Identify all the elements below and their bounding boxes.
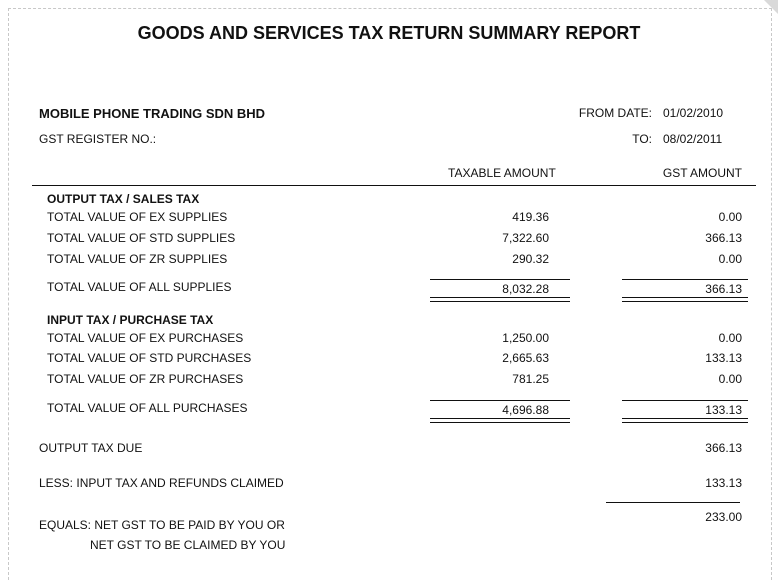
- output-row-taxable: 290.32: [512, 252, 549, 266]
- output-taxable-rule: [430, 279, 570, 280]
- input-taxable-double-rule: [430, 418, 570, 423]
- output-row-gst: 366.13: [705, 231, 742, 245]
- output-total-label: TOTAL VALUE OF ALL SUPPLIES: [47, 280, 232, 294]
- output-section-heading: OUTPUT TAX / SALES TAX: [47, 192, 200, 206]
- output-row-label: TOTAL VALUE OF EX SUPPLIES: [47, 210, 228, 224]
- input-row-taxable: 781.25: [512, 372, 549, 386]
- input-row-label: TOTAL VALUE OF EX PURCHASES: [47, 331, 244, 345]
- input-row-label: TOTAL VALUE OF STD PURCHASES: [47, 351, 252, 365]
- from-date-value: 01/02/2010: [663, 106, 724, 120]
- input-total-label: TOTAL VALUE OF ALL PURCHASES: [47, 401, 248, 415]
- less-input-tax-value: 133.13: [705, 476, 742, 490]
- input-row-gst: 0.00: [718, 372, 742, 386]
- input-row-taxable: 1,250.00: [502, 331, 549, 345]
- col-header-taxable: TAXABLE AMOUNT: [448, 166, 556, 180]
- input-gst-double-rule: [622, 418, 748, 423]
- equals-label-line1: EQUALS: NET GST TO BE PAID BY YOU OR: [39, 518, 285, 532]
- output-row-gst: 0.00: [718, 252, 742, 266]
- output-tax-due-value: 366.13: [705, 441, 742, 455]
- output-gst-rule: [622, 279, 748, 280]
- input-section-heading: INPUT TAX / PURCHASE TAX: [47, 313, 214, 327]
- header-rule: [32, 185, 756, 186]
- net-rule: [606, 502, 740, 503]
- to-date-value: 08/02/2011: [663, 132, 723, 146]
- input-total-gst: 133.13: [705, 403, 742, 417]
- input-row-gst: 0.00: [718, 331, 742, 345]
- output-gst-double-rule: [622, 297, 748, 302]
- page-corner-icon: [764, 0, 778, 14]
- input-gst-rule: [622, 400, 748, 401]
- col-header-gst: GST AMOUNT: [662, 166, 742, 180]
- output-row-label: TOTAL VALUE OF ZR SUPPLIES: [47, 252, 228, 266]
- company-name: MOBILE PHONE TRADING SDN BHD: [39, 106, 266, 121]
- net-gst-value: 233.00: [705, 510, 742, 524]
- output-row-label: TOTAL VALUE OF STD SUPPLIES: [47, 231, 236, 245]
- input-row-taxable: 2,665.63: [502, 351, 549, 365]
- output-total-taxable: 8,032.28: [502, 282, 549, 296]
- output-tax-due-label: OUTPUT TAX DUE: [39, 441, 143, 455]
- output-row-taxable: 419.36: [512, 210, 549, 224]
- report-page: [8, 8, 772, 580]
- from-date-label: FROM DATE:: [578, 106, 652, 120]
- less-input-tax-label: LESS: INPUT TAX AND REFUNDS CLAIMED: [39, 476, 284, 490]
- output-row-taxable: 7,322.60: [502, 231, 549, 245]
- equals-label-line2: NET GST TO BE CLAIMED BY YOU: [90, 538, 286, 552]
- input-taxable-rule: [430, 400, 570, 401]
- to-date-label: TO:: [632, 132, 652, 146]
- gst-register-label: GST REGISTER NO.:: [39, 132, 157, 146]
- input-row-gst: 133.13: [705, 351, 742, 365]
- output-row-gst: 0.00: [718, 210, 742, 224]
- output-total-gst: 366.13: [705, 282, 742, 296]
- output-taxable-double-rule: [430, 297, 570, 302]
- report-title: GOODS AND SERVICES TAX RETURN SUMMARY RE…: [137, 23, 641, 43]
- input-row-label: TOTAL VALUE OF ZR PURCHASES: [47, 372, 244, 386]
- input-total-taxable: 4,696.88: [502, 403, 549, 417]
